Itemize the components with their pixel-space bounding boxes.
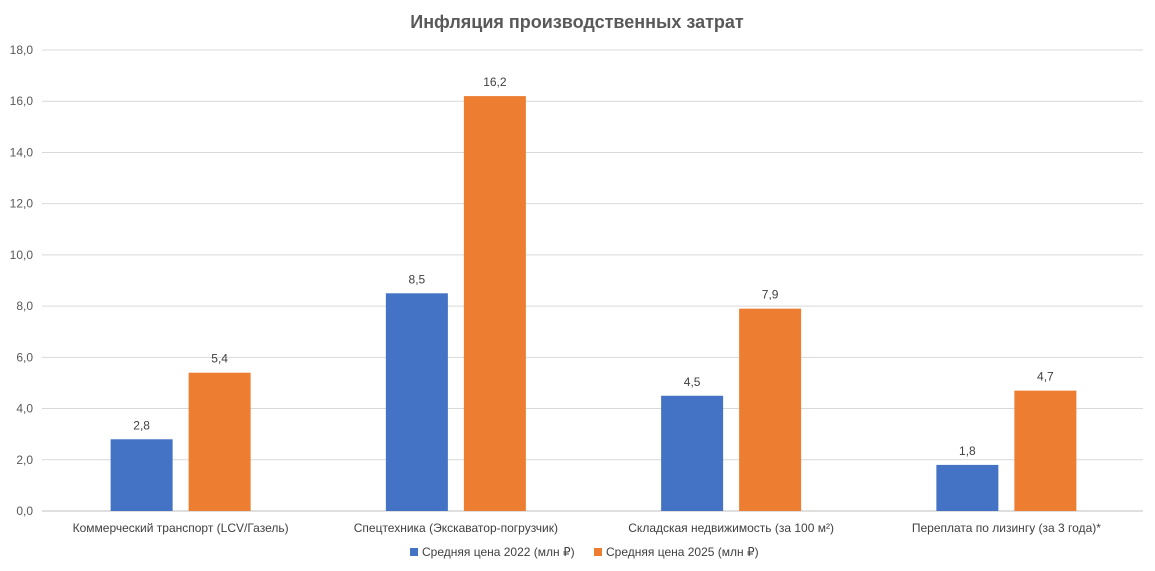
- bar-2025-2: [739, 308, 802, 511]
- y-tick-label: 4,0: [16, 402, 33, 416]
- x-axis: Коммерческий транспорт (LCV/Газель) Спецт…: [73, 521, 1102, 535]
- data-label: 16,2: [483, 75, 507, 89]
- bar-2025-0: [188, 372, 251, 511]
- data-labels: 2,8 5,4 8,5 16,2 4,5 7,9 1,8 4,7: [133, 75, 1054, 458]
- y-tick-label: 18,0: [10, 43, 34, 57]
- y-tick-label: 6,0: [16, 350, 33, 364]
- bar-2022-0: [110, 439, 173, 511]
- data-label: 5,4: [211, 352, 228, 366]
- y-tick-label: 10,0: [10, 248, 34, 262]
- category-label: Коммерческий транспорт (LCV/Газель): [73, 521, 289, 535]
- data-label: 4,5: [684, 375, 701, 389]
- legend-swatch-0: [410, 548, 418, 556]
- data-label: 8,5: [409, 272, 426, 286]
- data-label: 1,8: [959, 444, 976, 458]
- bar-2022-1: [385, 293, 448, 511]
- y-axis: 0,0 2,0 4,0 6,0 8,0 10,0 12,0 14,0 16,0 18,0: [10, 43, 34, 518]
- data-label: 2,8: [133, 418, 150, 432]
- bar-2022-3: [936, 464, 999, 511]
- y-tick-label: 0,0: [16, 504, 33, 518]
- y-tick-label: 14,0: [10, 145, 34, 159]
- y-tick-label: 8,0: [16, 299, 33, 313]
- chart-title: Инфляция производственных затрат: [410, 12, 744, 32]
- legend: Средняя цена 2022 (млн ₽) Средняя цена 20…: [410, 545, 759, 559]
- data-label: 7,9: [762, 288, 779, 302]
- legend-swatch-1: [594, 548, 602, 556]
- bar-2025-3: [1014, 390, 1077, 511]
- y-tick-label: 12,0: [10, 197, 34, 211]
- category-label: Складская недвижимость (за 100 м²): [628, 521, 834, 535]
- bar-2025-1: [463, 96, 526, 511]
- bar-2022-2: [661, 395, 724, 511]
- legend-label-1: Средняя цена 2025 (млн ₽): [606, 545, 759, 559]
- legend-label-0: Средняя цена 2022 (млн ₽): [422, 545, 575, 559]
- category-label: Переплата по лизингу (за 3 года)*: [912, 521, 1101, 535]
- category-label: Спецтехника (Экскаватор-погрузчик): [354, 521, 558, 535]
- y-tick-label: 16,0: [10, 94, 34, 108]
- data-label: 4,7: [1037, 370, 1054, 384]
- y-tick-label: 2,0: [16, 453, 33, 467]
- bars: [110, 96, 1077, 511]
